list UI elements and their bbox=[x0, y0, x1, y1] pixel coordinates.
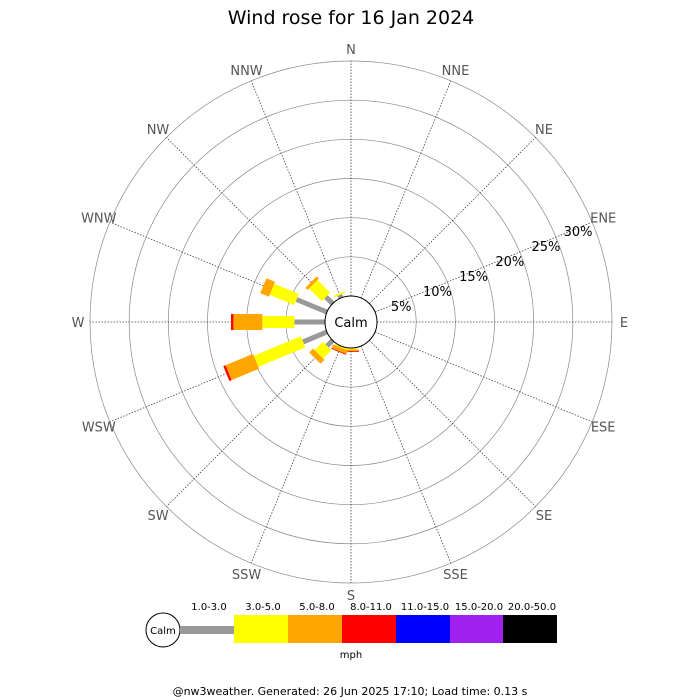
direction-label-wnw: WNW bbox=[81, 212, 117, 227]
legend-swatch bbox=[342, 615, 396, 643]
legend-calm-label: Calm bbox=[150, 626, 176, 637]
bar-s-bin-1 bbox=[345, 348, 357, 350]
bar-wnw-bin-0 bbox=[295, 297, 328, 315]
calm-circle bbox=[324, 295, 378, 349]
bar-sw-bin-1 bbox=[314, 341, 332, 359]
spoke-ese bbox=[374, 331, 593, 423]
footer-text: @nw3weather. Generated: 26 Jun 2025 17:1… bbox=[173, 685, 528, 698]
spoke-sse bbox=[360, 345, 452, 564]
legend-swatch bbox=[180, 626, 234, 634]
legend-label: 15.0-20.0 bbox=[455, 602, 503, 613]
calm-label: Calm bbox=[334, 316, 367, 331]
radial-tick-labels: 5% 10% 15% 20% 25% 30% bbox=[391, 225, 593, 315]
bar-w-bin-0 bbox=[294, 319, 325, 325]
bar-nnw-bin-1 bbox=[333, 291, 346, 298]
bar-sw-bin-0 bbox=[325, 338, 335, 348]
direction-label-e: E bbox=[620, 316, 628, 331]
legend-swatch bbox=[234, 615, 288, 643]
direction-label-sw: SW bbox=[147, 509, 168, 524]
direction-label-wsw: WSW bbox=[82, 421, 116, 436]
direction-label-ene: ENE bbox=[590, 212, 616, 227]
legend-swatch bbox=[450, 615, 504, 643]
spoke-nnw bbox=[250, 80, 342, 299]
direction-label-n: N bbox=[346, 43, 356, 58]
bar-w-bin-1 bbox=[262, 316, 295, 328]
bar-wsw-bin-0 bbox=[302, 329, 328, 345]
legend-swatch bbox=[396, 615, 450, 643]
radial-tick-label: 10% bbox=[423, 285, 452, 300]
direction-label-nnw: NNW bbox=[230, 64, 262, 79]
radial-tick-label: 25% bbox=[531, 240, 560, 255]
bar-wsw-bin-1 bbox=[253, 336, 306, 367]
radial-tick-label: 30% bbox=[564, 225, 593, 240]
direction-label-nw: NW bbox=[147, 123, 170, 138]
direction-label-ese: ESE bbox=[591, 421, 616, 436]
chart-title: Wind rose for 16 Jan 2024 bbox=[228, 7, 475, 29]
bar-wnw-bin-1 bbox=[269, 283, 299, 305]
bar-ssw-bin-2 bbox=[331, 344, 348, 355]
bar-wsw-bin-2 bbox=[225, 353, 260, 381]
direction-label-ne: NE bbox=[535, 123, 553, 138]
direction-label-w: W bbox=[72, 316, 85, 331]
spoke-ene bbox=[374, 221, 593, 313]
legend-label: 8.0-11.0 bbox=[350, 602, 392, 613]
bar-nw-bin-2 bbox=[305, 276, 319, 290]
calm-center: Calm bbox=[324, 295, 378, 349]
direction-label-se: SE bbox=[536, 509, 552, 524]
rose-grid bbox=[89, 60, 613, 584]
bar-nw-bin-0 bbox=[324, 295, 335, 306]
direction-label-sse: SSE bbox=[443, 568, 468, 583]
legend-label: 20.0-50.0 bbox=[508, 602, 556, 613]
legend-unit-label: mph bbox=[340, 650, 362, 661]
legend-swatch bbox=[288, 615, 342, 643]
spoke-nw bbox=[166, 137, 333, 304]
legend: Calm mph 1.0-3.0 3.0-5.0 5.0-8.0 8.0-11.0 11… bbox=[145, 602, 557, 661]
legend-label: 1.0-3.0 bbox=[191, 602, 226, 613]
legend-label: 3.0-5.0 bbox=[245, 602, 280, 613]
bar-nw-bin-1 bbox=[309, 280, 331, 302]
direction-label-nne: NNE bbox=[442, 64, 470, 79]
radial-tick-label: 20% bbox=[495, 255, 524, 270]
bar-wnw-bin-2 bbox=[260, 278, 275, 297]
legend-label: 5.0-8.0 bbox=[299, 602, 334, 613]
spoke-se bbox=[369, 340, 536, 507]
bar-w-bin-3 bbox=[231, 314, 234, 330]
bar-ssw-bin-3 bbox=[331, 348, 347, 355]
spoke-sw bbox=[166, 340, 333, 507]
legend-label: 11.0-15.0 bbox=[401, 602, 449, 613]
direction-label-ssw: SSW bbox=[232, 568, 262, 583]
spoke-ssw bbox=[250, 345, 342, 564]
bar-nnw-bin-0 bbox=[337, 294, 344, 299]
legend-swatch bbox=[503, 615, 557, 643]
direction-label-s: S bbox=[347, 589, 355, 604]
direction-labels: N NNE NE ENE E ESE SE SSE S SSW SW WSW W WNW NW NNW bbox=[72, 43, 629, 604]
bar-wsw-bin-3 bbox=[223, 365, 232, 381]
radial-tick-label: 15% bbox=[459, 270, 488, 285]
rose-bars bbox=[223, 276, 359, 381]
spoke-nne bbox=[360, 80, 452, 299]
spoke-ne bbox=[369, 137, 536, 304]
bar-ssw-bin-1 bbox=[334, 343, 347, 350]
bar-sw-bin-2 bbox=[309, 348, 325, 364]
bar-w-bin-2 bbox=[233, 314, 263, 330]
radial-tick-label: 5% bbox=[391, 300, 412, 315]
